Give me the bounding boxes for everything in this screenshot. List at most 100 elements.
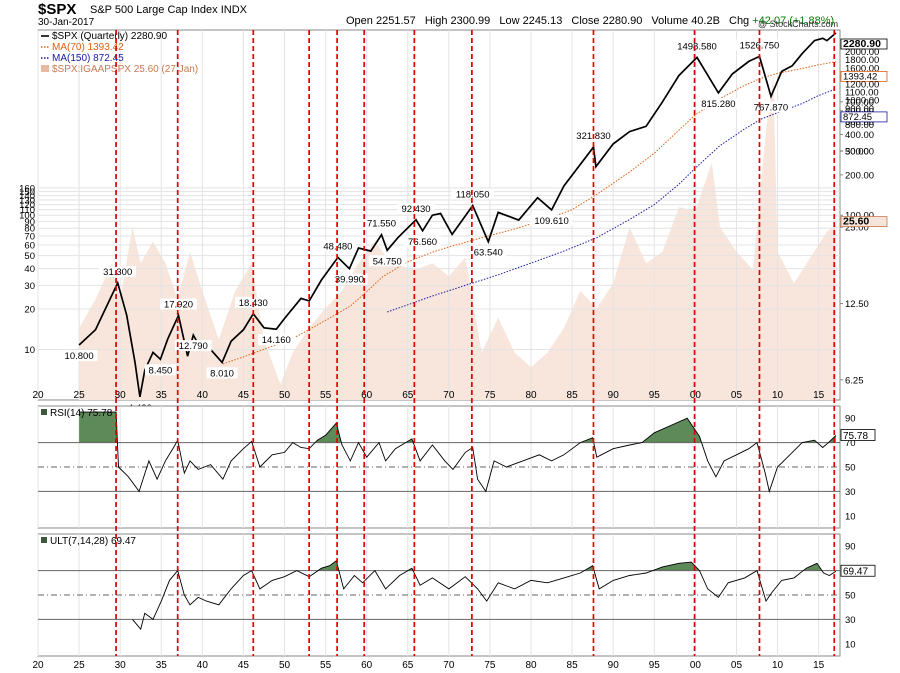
- left-axis-tick-label: 130: [19, 195, 35, 206]
- peak-label-bg: [257, 334, 295, 346]
- spx-price-line: [78, 32, 837, 398]
- legend-entry: MA(70) 1393.42: [52, 42, 124, 53]
- bottom-x-tick-label: 70: [443, 660, 455, 671]
- peak-trough-label: 118.050: [456, 190, 490, 201]
- close-label: Close: [571, 15, 600, 27]
- left-axis-tick-label: 60: [24, 241, 35, 252]
- bottom-x-tick-label: 80: [525, 660, 537, 671]
- right-axis-tick-label: 700.00: [845, 97, 874, 108]
- right-value-box: [840, 216, 888, 227]
- peak-label-bg: [60, 349, 98, 361]
- right-value-box: [840, 38, 888, 50]
- right-value-label: 1200.00: [845, 80, 879, 91]
- legend-entry: MA(150) 872.45: [52, 53, 124, 64]
- ma150-line: [387, 88, 837, 313]
- peak-label-bg: [331, 273, 368, 285]
- peak-trough-label: 63.540: [474, 248, 503, 259]
- left-axis-tick-label: 10: [24, 345, 35, 356]
- price-x-tick-label: 35: [156, 390, 168, 401]
- high-value: 2300.99: [450, 15, 491, 27]
- right-axis-tick-label: 50.00: [845, 146, 869, 157]
- price-x-tick-label: 45: [238, 390, 250, 401]
- peak-trough-label: 54.750: [373, 256, 402, 267]
- right-axis-tick-label: 300.00: [845, 147, 874, 158]
- peak-trough-label: 8.450: [149, 365, 173, 376]
- price-x-tick-label: 05: [731, 390, 743, 401]
- peak-trough-label: 10.800: [65, 351, 94, 362]
- peak-label-bg: [397, 202, 435, 214]
- bottom-x-tick-label: 40: [197, 660, 209, 671]
- rsi-y-tick-label: 50: [845, 463, 856, 474]
- peak-label-bg: [206, 367, 238, 379]
- bottom-x-tick-label: 05: [731, 660, 743, 671]
- ult-legend-swatch: [41, 537, 47, 543]
- price-x-tick-label: 30: [115, 390, 127, 401]
- bottom-x-tick-label: 25: [74, 660, 86, 671]
- price-x-tick-label: 60: [361, 390, 373, 401]
- right-value-box: [840, 71, 888, 82]
- right-value-label: 2280.90: [843, 38, 881, 50]
- rsi-y-tick-label: 10: [845, 511, 856, 522]
- ult-line: [132, 560, 837, 631]
- ohlc-bar: Open 2251.57 High 2300.99 Low 2245.13 Cl…: [346, 15, 834, 27]
- price-x-tick-label: 80: [525, 390, 537, 401]
- ult-last-value: 69.47: [843, 567, 868, 578]
- bottom-x-tick-label: 90: [608, 660, 620, 671]
- price-x-tick-label: 55: [320, 390, 332, 401]
- peak-trough-label: 39.990: [335, 275, 364, 286]
- peak-trough-label: 92.430: [401, 204, 430, 215]
- index-name: S&P 500 Large Cap Index: [90, 4, 218, 16]
- peak-label-bg: [363, 217, 400, 229]
- ult-y-tick-label: 30: [845, 615, 856, 626]
- price-x-tick-label: 50: [279, 390, 291, 401]
- right-axis-tick-label: 500.00: [845, 117, 874, 128]
- peak-label-bg: [404, 235, 441, 247]
- bottom-x-tick-label: 20: [32, 660, 44, 671]
- peak-trough-label: 76.560: [408, 237, 437, 248]
- bottom-x-tick-label: 75: [484, 660, 496, 671]
- peak-trough-label: 109.610: [534, 216, 568, 227]
- right-axis-tick-label: 25.00: [845, 223, 869, 234]
- peak-label-bg: [175, 340, 212, 352]
- right-axis-tick-label: 6.25: [845, 375, 864, 386]
- peak-trough-label: 1526.750: [740, 40, 780, 51]
- price-x-tick-label: 15: [813, 390, 825, 401]
- right-value-label: 900.00: [845, 104, 874, 115]
- right-axis-tick-label: 400.00: [845, 130, 874, 141]
- peak-label-bg: [319, 240, 357, 252]
- peak-label-bg: [673, 40, 721, 52]
- low-label: Low: [499, 15, 520, 27]
- legend-swatch: [41, 65, 49, 72]
- open-value: 2251.57: [375, 15, 416, 27]
- price-x-tick-label: 10: [772, 390, 784, 401]
- peak-label-bg: [749, 101, 793, 113]
- peak-label-bg: [470, 246, 507, 258]
- bottom-x-tick-label: 85: [567, 660, 579, 671]
- peak-trough-label: 31.300: [103, 267, 132, 278]
- right-axis-tick-label: 200.00: [845, 170, 874, 181]
- ult-last-value-box: [840, 564, 876, 577]
- open-label: Open: [346, 15, 373, 27]
- ult-y-tick-label: 50: [845, 591, 856, 602]
- rsi-line: [79, 411, 837, 494]
- price-x-tick-label: 65: [402, 390, 414, 401]
- symbol-name: S&P 500 Large Cap Index INDX: [90, 4, 247, 16]
- price-x-tick-label: 20: [32, 390, 44, 401]
- exchange: INDX: [220, 4, 247, 16]
- right-axis-tick-label: 12.50: [845, 299, 869, 310]
- bottom-x-tick-label: 50: [279, 660, 291, 671]
- rsi-last-value: 75.78: [843, 431, 868, 442]
- peak-label-bg: [99, 265, 137, 277]
- bottom-x-tick-label: 00: [690, 660, 702, 671]
- bottom-x-tick-label: 45: [238, 660, 250, 671]
- price-x-tick-label: 00: [690, 390, 702, 401]
- bottom-x-tick-label: 15: [813, 660, 825, 671]
- right-value-box: [840, 111, 888, 123]
- peak-trough-label: 71.550: [367, 219, 396, 230]
- right-value-label: 1000.00: [845, 96, 879, 107]
- close-value: 2280.90: [602, 15, 643, 27]
- chg-label: Chg: [729, 15, 750, 27]
- chart-date: 30-Jan-2017: [38, 17, 95, 28]
- price-x-tick-label: 40: [197, 390, 209, 401]
